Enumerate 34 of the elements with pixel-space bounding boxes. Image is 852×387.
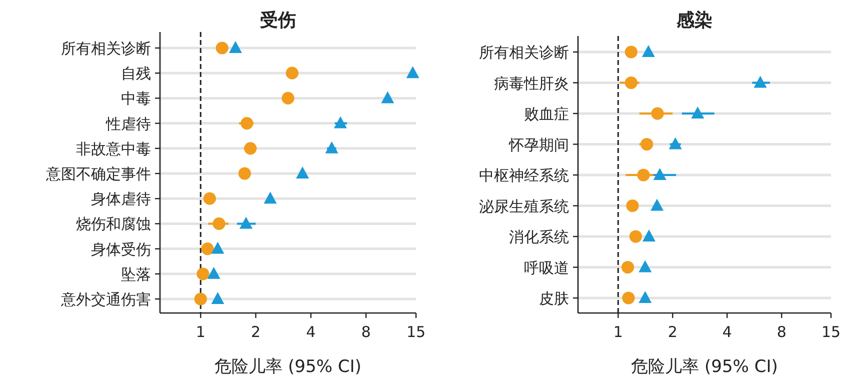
x-tick-label: 1 <box>196 323 206 341</box>
y-tick-label: 意图不确定事件 <box>45 165 151 183</box>
y-tick-label: 身体受伤 <box>91 240 151 258</box>
x-tick-label: 1 <box>613 323 623 341</box>
x-axis-title: 危险儿率 (95% CI) <box>214 357 362 377</box>
y-tick-label: 意外交通伤害 <box>60 290 151 308</box>
y-tick-label: 泌尿生殖系统 <box>479 197 569 216</box>
y-tick-label: 怀孕期间 <box>508 136 569 154</box>
y-tick-label: 所有相关诊断 <box>479 44 569 62</box>
y-tick-label: 病毒性肝炎 <box>494 74 569 92</box>
chart-title: 感染 <box>676 10 712 31</box>
x-tick-label: 2 <box>250 323 261 341</box>
y-tick-label: 性虐待 <box>105 114 151 133</box>
y-tick-label: 烧伤和腐蚀 <box>76 215 151 234</box>
y-tick-label: 身体虐待 <box>91 190 151 208</box>
x-tick-label: 4 <box>306 323 316 341</box>
y-tick-label: 坠落 <box>121 265 151 284</box>
y-tick-label: 消化系统 <box>509 228 569 246</box>
y-tick-label: 所有相关诊断 <box>61 40 151 58</box>
x-tick-label: 4 <box>722 323 732 341</box>
y-tick-label: 非故意中毒 <box>76 140 151 158</box>
chart-title: 受伤 <box>260 10 296 31</box>
y-tick-label: 中毒 <box>121 90 151 108</box>
x-tick-label: 15 <box>821 323 841 341</box>
x-tick-label: 8 <box>361 323 371 341</box>
x-tick-label: 8 <box>776 323 786 341</box>
x-tick-label: 2 <box>668 323 678 341</box>
x-axis-title: 危险儿率 (95% CI) <box>631 357 778 377</box>
y-tick-label: 败血症 <box>524 105 569 123</box>
y-tick-label: 中枢神经系统 <box>479 166 569 184</box>
y-tick-label: 皮肤 <box>539 290 569 308</box>
y-tick-label: 自残 <box>121 64 151 83</box>
x-tick-label: 15 <box>406 323 426 341</box>
y-tick-label: 呼吸道 <box>524 258 569 277</box>
